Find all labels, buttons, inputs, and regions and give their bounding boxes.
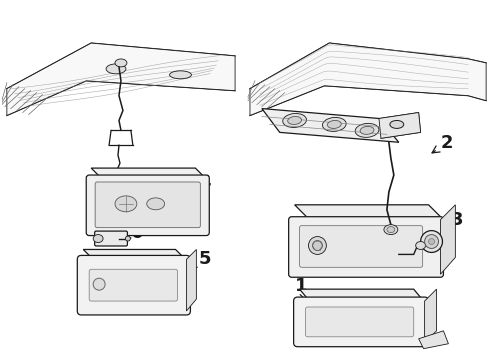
Ellipse shape	[355, 123, 379, 138]
Ellipse shape	[416, 242, 426, 249]
FancyBboxPatch shape	[95, 231, 127, 246]
Ellipse shape	[313, 240, 322, 251]
Ellipse shape	[387, 227, 395, 233]
Polygon shape	[250, 43, 486, 116]
Polygon shape	[425, 289, 437, 343]
Ellipse shape	[147, 198, 165, 210]
Ellipse shape	[115, 59, 127, 67]
Text: 3: 3	[444, 211, 463, 229]
Polygon shape	[379, 113, 420, 138]
Ellipse shape	[115, 196, 137, 212]
FancyBboxPatch shape	[294, 297, 429, 347]
Ellipse shape	[360, 126, 374, 134]
Text: 4: 4	[192, 174, 211, 192]
Text: 2: 2	[432, 134, 453, 153]
Ellipse shape	[309, 237, 326, 255]
Ellipse shape	[106, 64, 126, 74]
Polygon shape	[91, 168, 205, 178]
Ellipse shape	[170, 71, 192, 79]
FancyBboxPatch shape	[95, 182, 200, 228]
Polygon shape	[441, 205, 455, 274]
FancyBboxPatch shape	[86, 175, 209, 235]
Ellipse shape	[425, 235, 439, 248]
FancyBboxPatch shape	[89, 269, 177, 301]
Text: 6: 6	[123, 224, 144, 242]
FancyBboxPatch shape	[306, 307, 414, 337]
Ellipse shape	[322, 117, 346, 131]
Polygon shape	[418, 331, 448, 349]
Ellipse shape	[125, 236, 130, 241]
Polygon shape	[83, 249, 185, 260]
FancyBboxPatch shape	[289, 217, 443, 277]
Ellipse shape	[327, 121, 341, 129]
Ellipse shape	[93, 235, 103, 243]
Text: 5: 5	[189, 250, 211, 268]
Polygon shape	[294, 205, 443, 220]
FancyBboxPatch shape	[77, 255, 191, 315]
Ellipse shape	[93, 278, 105, 290]
Polygon shape	[187, 249, 196, 311]
Text: 1: 1	[294, 277, 307, 301]
Polygon shape	[299, 289, 424, 301]
Ellipse shape	[384, 225, 398, 235]
Ellipse shape	[283, 113, 306, 127]
Ellipse shape	[288, 117, 301, 125]
Polygon shape	[262, 109, 399, 142]
Ellipse shape	[420, 231, 442, 252]
Ellipse shape	[390, 121, 404, 129]
Polygon shape	[7, 43, 235, 116]
FancyBboxPatch shape	[299, 226, 422, 267]
Ellipse shape	[429, 239, 435, 244]
